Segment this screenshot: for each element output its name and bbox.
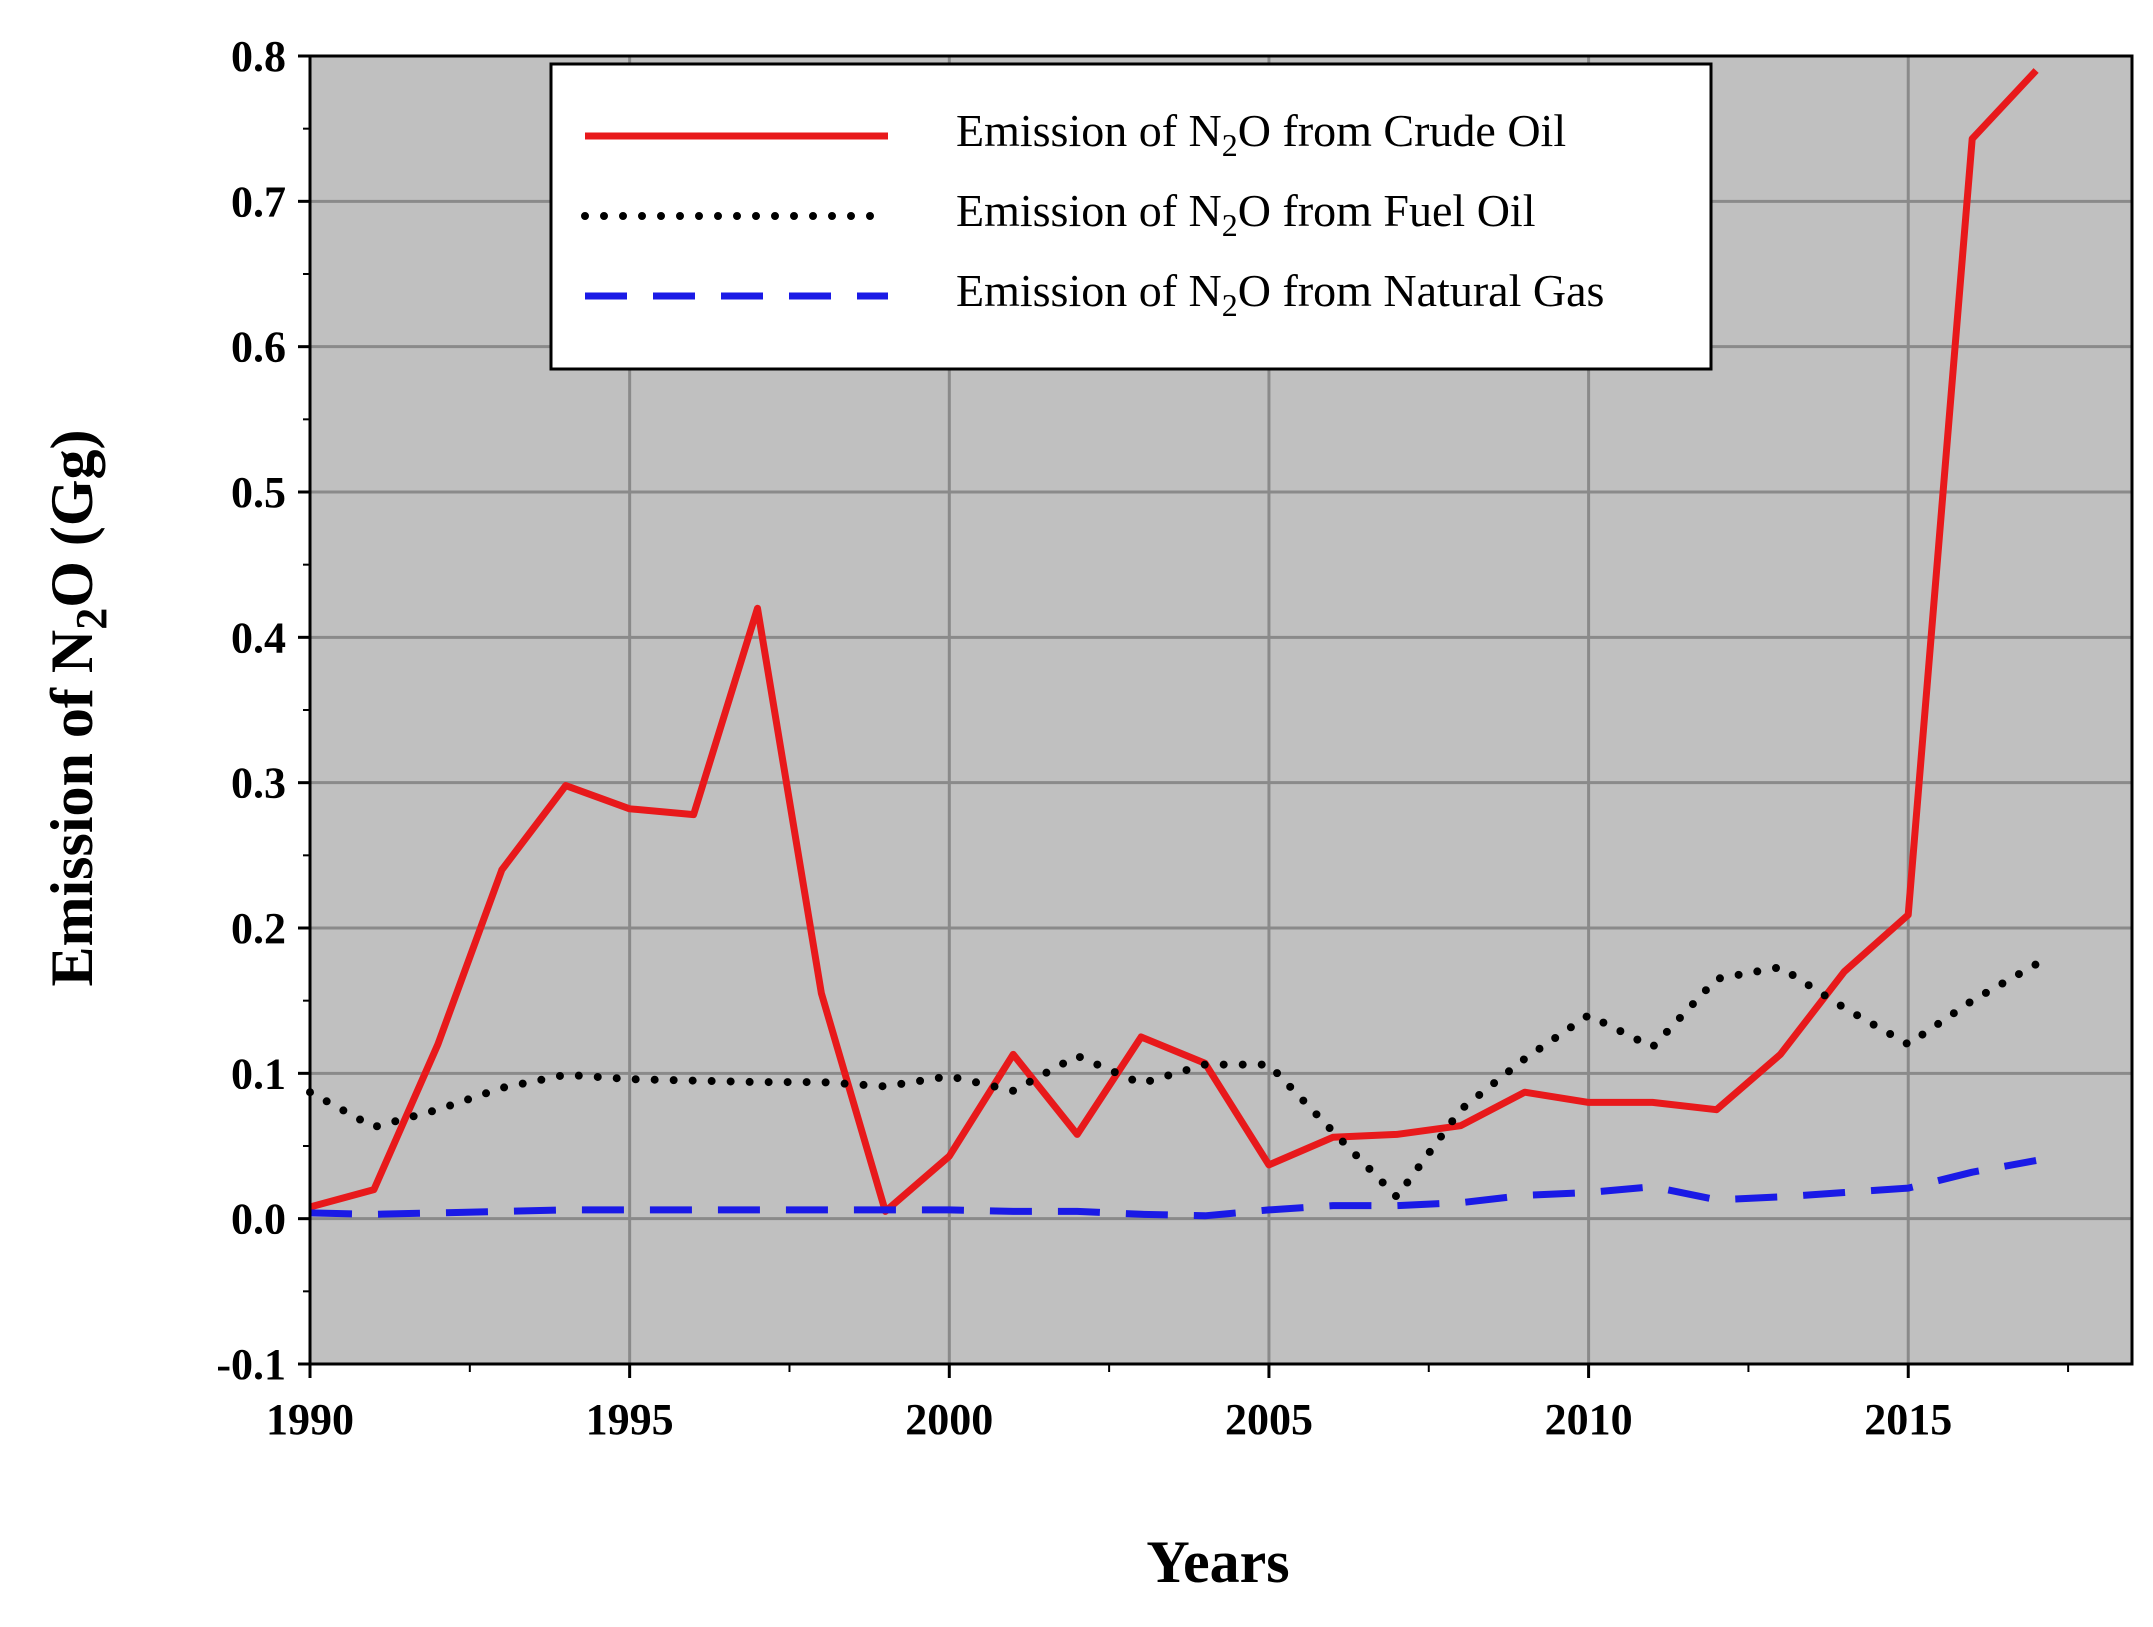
series-line-1	[306, 960, 2041, 1201]
y-tick-label: -0.1	[216, 1340, 286, 1389]
y-tick-label: 0.5	[231, 468, 286, 517]
y-tick-label: 0.2	[231, 904, 286, 953]
y-tick-label: 0.1	[231, 1049, 286, 1098]
x-tick-label: 2015	[1864, 1395, 1952, 1444]
y-tick-label: 0.4	[231, 613, 286, 662]
y-axis-title-suffix: O (Gg)	[39, 429, 105, 607]
ticks	[298, 54, 2070, 1378]
y-axis-title-subscript: 2	[67, 608, 116, 630]
legend: Emission of N2O from Crude Oil Emission …	[549, 62, 1713, 371]
series-line-2	[309, 1157, 2037, 1220]
y-axis-title: Emission of N2O (Gg)	[39, 429, 116, 986]
x-tick-label: 1990	[266, 1395, 354, 1444]
legend-label-natural-gas: Emission of N2O from Natural Gas	[956, 265, 1604, 323]
y-axis-title-prefix: Emission of N	[39, 630, 105, 987]
x-tick-label: 2005	[1225, 1395, 1313, 1444]
legend-label-fuel-oil: Emission of N2O from Fuel Oil	[956, 185, 1535, 243]
y-tick-label: 0.7	[231, 177, 286, 226]
y-tick-label: 0.6	[231, 323, 286, 372]
legend-label-crude-oil: Emission of N2O from Crude Oil	[956, 105, 1566, 163]
series-line-0	[309, 68, 2039, 1215]
x-axis-title: Years	[1146, 1529, 1289, 1595]
x-tick-label: 2000	[905, 1395, 993, 1444]
y-tick-label: 0.0	[231, 1195, 286, 1244]
series-group	[306, 68, 2041, 1220]
x-tick-label: 2010	[1545, 1395, 1633, 1444]
y-tick-labels: -0.1 0.0 0.1 0.2 0.3 0.4 0.5 0.6 0.7 0.8	[216, 32, 286, 1389]
x-tick-labels: 1990 1995 2000 2005 2010 2015	[266, 1395, 1952, 1444]
x-tick-label: 1995	[586, 1395, 674, 1444]
legend-box	[549, 62, 1713, 371]
y-tick-label: 0.8	[231, 32, 286, 81]
y-tick-label: 0.3	[231, 759, 286, 808]
